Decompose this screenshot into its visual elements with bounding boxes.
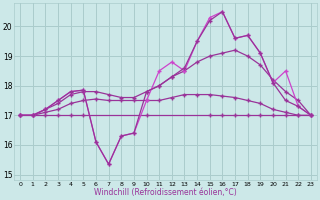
X-axis label: Windchill (Refroidissement éolien,°C): Windchill (Refroidissement éolien,°C) [94, 188, 237, 197]
